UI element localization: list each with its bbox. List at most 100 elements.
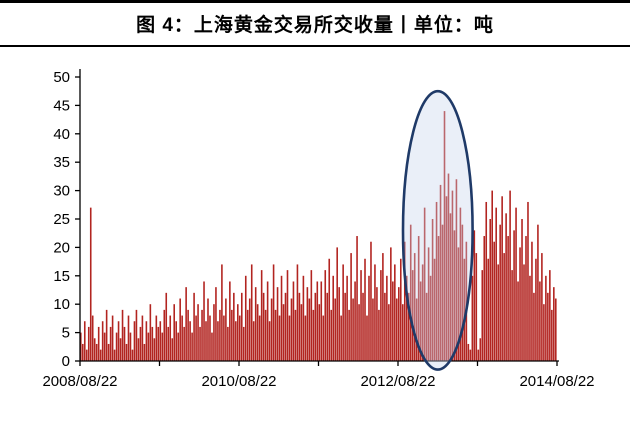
- x-tick-label: 2012/08/22: [360, 373, 435, 390]
- bar: [270, 298, 273, 361]
- bar: [290, 298, 293, 361]
- bar: [294, 309, 297, 361]
- bar: [545, 275, 547, 361]
- bar: [523, 264, 525, 361]
- bar: [427, 247, 430, 361]
- y-tick-label: 20: [53, 239, 70, 256]
- bar: [109, 326, 112, 361]
- bar: [99, 349, 102, 361]
- bar: [411, 270, 414, 361]
- bar: [497, 264, 499, 361]
- bar: [256, 304, 259, 361]
- bar: [155, 315, 158, 361]
- bar: [203, 281, 205, 361]
- bar: [501, 196, 503, 361]
- y-tick-label: 30: [53, 183, 70, 200]
- bar: [310, 270, 313, 361]
- bar: [195, 315, 197, 361]
- figure-header: 图 4：上海黄金交易所交收量丨单位：吨: [0, 0, 630, 47]
- bar: [165, 292, 168, 361]
- figure-title: 图 4：上海黄金交易所交收量丨单位：吨: [136, 15, 494, 36]
- bar: [171, 338, 174, 361]
- bar: [326, 292, 329, 361]
- bar: [537, 224, 539, 361]
- y-tick-label: 35: [53, 154, 70, 171]
- bar: [83, 321, 86, 361]
- bar: [465, 241, 468, 361]
- bar: [394, 264, 396, 361]
- bar: [471, 275, 474, 361]
- bar: [352, 298, 354, 361]
- bar: [179, 298, 181, 361]
- bar: [221, 264, 223, 361]
- bar: [225, 298, 227, 361]
- bar: [344, 292, 346, 361]
- bar: [181, 315, 183, 361]
- bar: [531, 241, 533, 361]
- bar: [541, 253, 543, 361]
- bar: [85, 349, 88, 361]
- bar: [453, 230, 456, 361]
- bar: [533, 292, 535, 361]
- bar: [483, 236, 486, 361]
- bar: [280, 275, 283, 361]
- bar: [415, 298, 418, 361]
- bar: [473, 230, 476, 361]
- bar: [298, 292, 301, 361]
- bar: [378, 309, 380, 361]
- bar: [551, 309, 553, 361]
- bar: [187, 309, 189, 361]
- bar: [318, 304, 321, 361]
- bar: [398, 287, 400, 361]
- bar: [199, 326, 201, 361]
- bar: [246, 309, 249, 361]
- bar: [254, 287, 257, 361]
- bar: [421, 264, 424, 361]
- bar: [308, 298, 311, 361]
- bar: [382, 253, 384, 361]
- bar: [157, 326, 160, 361]
- bar: [555, 298, 557, 361]
- bar: [487, 258, 490, 361]
- bar: [211, 332, 213, 361]
- bar: [380, 270, 382, 361]
- chart-area: 0 5 10 15 20 25 30 35 40 45 50 2008/08/22 2010/08/22…: [0, 49, 630, 409]
- bar: [189, 321, 191, 361]
- bar: [360, 270, 362, 361]
- bar: [553, 287, 555, 361]
- bar: [201, 309, 203, 361]
- bar: [177, 332, 179, 361]
- bar: [433, 258, 436, 361]
- bar: [193, 292, 195, 361]
- bar: [392, 281, 394, 361]
- bar: [237, 304, 239, 361]
- bar: [362, 292, 364, 361]
- bar: [217, 321, 219, 361]
- bar: [185, 287, 187, 361]
- bar: [370, 241, 372, 361]
- bar: [205, 321, 207, 361]
- bar: [384, 292, 386, 361]
- bar: [121, 309, 124, 361]
- bar: [101, 321, 104, 361]
- x-tick-label: 2014/08/22: [519, 373, 594, 390]
- bar: [419, 281, 422, 361]
- bar: [354, 281, 356, 361]
- bar: [409, 224, 412, 361]
- bar: [272, 264, 275, 361]
- bar: [366, 315, 368, 361]
- bar: [346, 275, 348, 361]
- bar: [145, 321, 148, 361]
- bar: [342, 264, 344, 361]
- bar: [336, 247, 338, 361]
- bar: [467, 343, 470, 361]
- bar: [547, 292, 549, 361]
- bar: [95, 343, 98, 361]
- bar: [235, 321, 237, 361]
- bar: [89, 207, 92, 361]
- bar: [503, 253, 505, 361]
- bar: [284, 292, 287, 361]
- bar: [260, 270, 263, 361]
- bar: [477, 349, 480, 361]
